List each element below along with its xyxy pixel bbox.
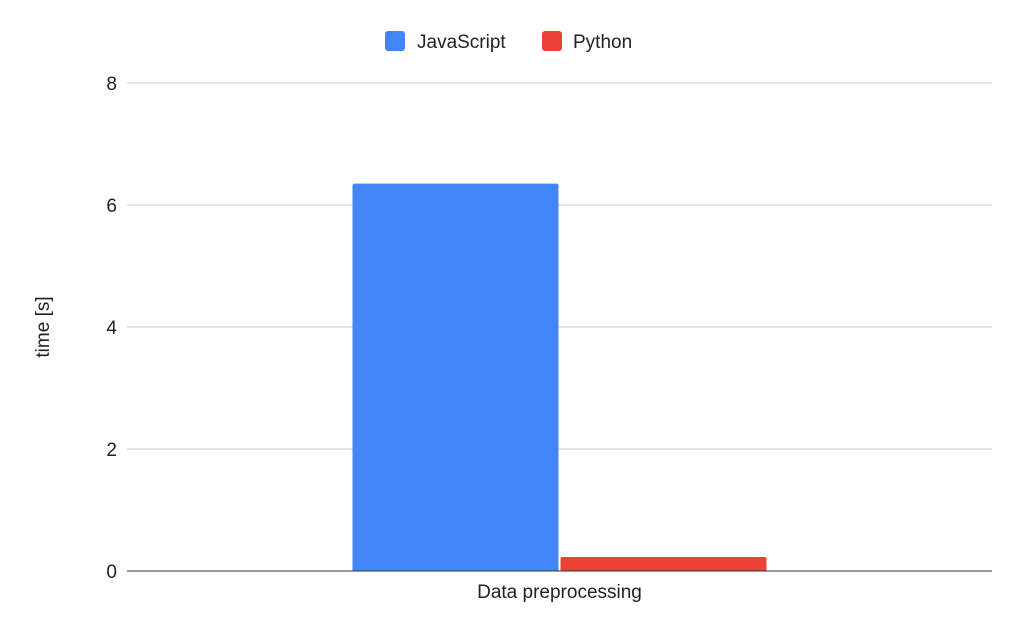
legend-label: JavaScript [417, 32, 506, 53]
legend-swatch [542, 31, 562, 51]
gridlines [127, 82, 992, 450]
legend-swatch [385, 31, 405, 51]
y-axis-ticks: 0 2 4 6 8 [106, 74, 117, 583]
legend-label: Python [573, 32, 632, 53]
y-tick-label: 2 [106, 440, 117, 461]
y-tick-label: 8 [106, 74, 117, 95]
bar-javascript [352, 183, 559, 571]
x-tick-label: Data preprocessing [477, 582, 642, 603]
bar-python [560, 556, 767, 571]
x-axis-ticks: Data preprocessing [477, 582, 642, 603]
y-axis-title: time [s] [33, 296, 54, 357]
bars [352, 183, 767, 571]
y-tick-label: 0 [106, 562, 117, 583]
y-tick-label: 6 [106, 196, 117, 217]
y-tick-label: 4 [106, 318, 117, 339]
legend: JavaScript Python [385, 31, 632, 53]
